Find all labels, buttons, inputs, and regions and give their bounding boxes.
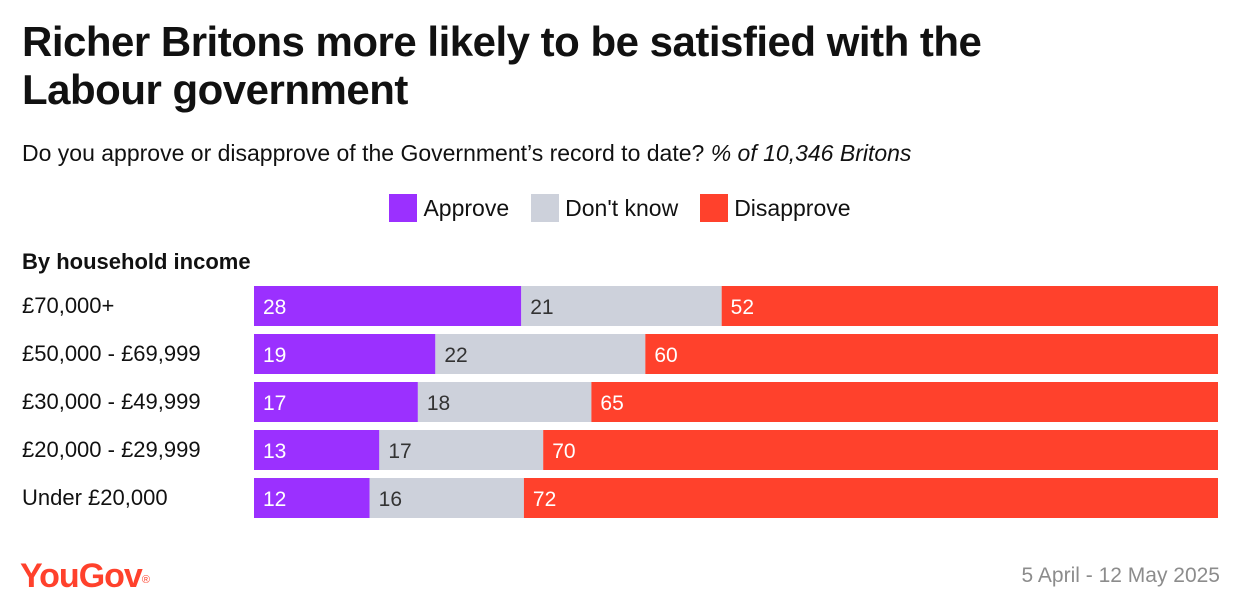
data-label-dont-know: 17 [388, 440, 411, 463]
legend-swatch-disapprove [700, 194, 729, 222]
bar-segment-dont-know [435, 334, 646, 374]
legend-item-dont-know: Don't know [531, 192, 678, 224]
data-label-disapprove: 72 [533, 488, 556, 511]
bar-segment-approve [254, 478, 370, 518]
bar-segment-dont-know [369, 478, 524, 518]
category-label: £70,000+ [22, 293, 115, 318]
data-label-dont-know: 22 [444, 344, 467, 367]
data-label-approve: 13 [263, 440, 286, 463]
legend-item-approve: Approve [389, 192, 509, 224]
category-label: Under £20,000 [22, 485, 168, 510]
bar-segment-dont-know [417, 382, 592, 422]
data-label-disapprove: 60 [654, 344, 677, 367]
data-label-dont-know: 21 [530, 296, 553, 319]
data-label-approve: 28 [263, 296, 286, 319]
bar-segment-approve [254, 286, 522, 326]
bar-segment-disapprove [645, 334, 1218, 374]
bar-segment-dont-know [521, 286, 722, 326]
bar-segment-approve [254, 382, 418, 422]
logo-text: YouGov [20, 557, 143, 595]
legend-item-disapprove: Disapprove [700, 192, 851, 224]
data-label-dont-know: 16 [379, 488, 402, 511]
data-label-dont-know: 18 [427, 392, 450, 415]
legend-swatch-approve [389, 194, 418, 222]
yougov-logo: YouGov® [20, 556, 150, 596]
chart-title: Richer Britons more likely to be satisfi… [22, 18, 982, 113]
data-label-approve: 12 [263, 488, 286, 511]
legend-swatch-dont-know [531, 194, 560, 222]
chart-subtitle: Do you approve or disapprove of the Gove… [22, 138, 911, 168]
legend-label-dont-know: Don't know [565, 195, 679, 221]
sample-note: % of 10,346 Britons [710, 140, 912, 166]
data-label-disapprove: 52 [731, 296, 754, 319]
survey-question: Do you approve or disapprove of the Gove… [22, 140, 705, 166]
bar-segment-dont-know [379, 430, 544, 470]
bar-segment-disapprove [523, 478, 1218, 518]
data-label-disapprove: 70 [552, 440, 575, 463]
data-label-approve: 17 [263, 392, 286, 415]
logo-registered-mark: ® [141, 574, 150, 586]
legend-label-approve: Approve [423, 195, 510, 221]
data-label-disapprove: 65 [600, 392, 623, 415]
category-label: £30,000 - £49,999 [22, 389, 201, 414]
category-label: £20,000 - £29,999 [22, 437, 201, 462]
bar-segment-approve [254, 334, 436, 374]
bar-segment-disapprove [721, 286, 1218, 326]
group-label: By household income [22, 249, 251, 274]
data-label-approve: 19 [263, 344, 286, 367]
bar-segment-disapprove [591, 382, 1218, 422]
legend-label-disapprove: Disapprove [734, 195, 851, 221]
category-label: £50,000 - £69,999 [22, 341, 201, 366]
bar-segment-approve [254, 430, 380, 470]
fieldwork-dates: 5 April - 12 May 2025 [1021, 564, 1220, 587]
bar-segment-disapprove [543, 430, 1218, 470]
legend: Approve Don't know Disapprove [0, 192, 1240, 224]
